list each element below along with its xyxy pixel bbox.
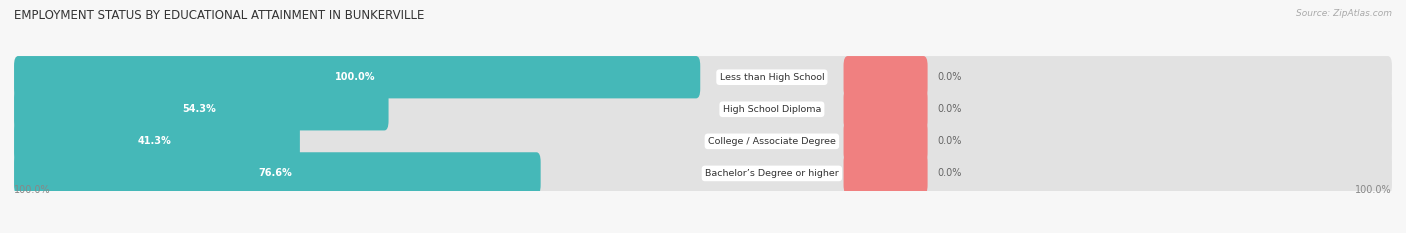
Text: Less than High School: Less than High School	[720, 73, 824, 82]
Text: 0.0%: 0.0%	[938, 168, 962, 178]
Text: Source: ZipAtlas.com: Source: ZipAtlas.com	[1296, 9, 1392, 18]
Text: 0.0%: 0.0%	[938, 136, 962, 146]
FancyBboxPatch shape	[14, 120, 1392, 163]
Text: Bachelor’s Degree or higher: Bachelor’s Degree or higher	[704, 169, 839, 178]
Text: College / Associate Degree: College / Associate Degree	[709, 137, 835, 146]
Text: 100.0%: 100.0%	[14, 185, 51, 195]
FancyBboxPatch shape	[14, 56, 1392, 98]
Text: 41.3%: 41.3%	[138, 136, 172, 146]
Text: 100.0%: 100.0%	[335, 72, 375, 82]
Text: 0.0%: 0.0%	[938, 72, 962, 82]
FancyBboxPatch shape	[844, 56, 928, 98]
FancyBboxPatch shape	[844, 88, 928, 130]
FancyBboxPatch shape	[14, 120, 299, 163]
FancyBboxPatch shape	[844, 152, 928, 195]
FancyBboxPatch shape	[14, 152, 541, 195]
FancyBboxPatch shape	[14, 56, 700, 98]
FancyBboxPatch shape	[844, 120, 928, 163]
Text: 0.0%: 0.0%	[938, 104, 962, 114]
FancyBboxPatch shape	[14, 88, 388, 130]
FancyBboxPatch shape	[14, 88, 1392, 130]
Text: 76.6%: 76.6%	[259, 168, 292, 178]
Text: High School Diploma: High School Diploma	[723, 105, 821, 114]
FancyBboxPatch shape	[14, 152, 1392, 195]
Text: 100.0%: 100.0%	[1355, 185, 1392, 195]
Text: 54.3%: 54.3%	[183, 104, 217, 114]
Text: EMPLOYMENT STATUS BY EDUCATIONAL ATTAINMENT IN BUNKERVILLE: EMPLOYMENT STATUS BY EDUCATIONAL ATTAINM…	[14, 9, 425, 22]
